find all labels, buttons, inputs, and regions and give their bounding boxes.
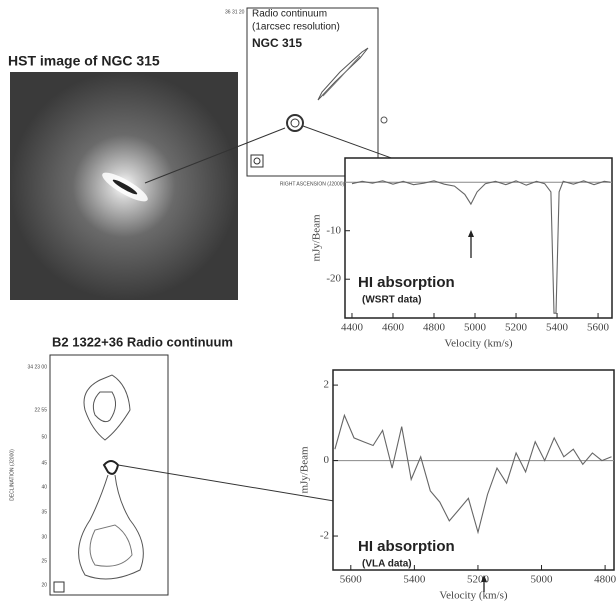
y-tick-label: -2: [320, 530, 329, 542]
annotation: (VLA data): [362, 559, 412, 570]
lobe-contour: [92, 391, 116, 423]
b2-ytick-label: 34 23 00: [28, 364, 48, 370]
b2-panel: [49, 354, 169, 596]
pointer-arrowhead: [481, 575, 487, 582]
x-axis-label: Velocity (km/s): [439, 590, 507, 601]
radio-caption: (1arcsec resolution): [252, 22, 340, 33]
b2-ytick-label: 20: [41, 582, 47, 588]
b2-ytick-label: 40: [41, 484, 47, 490]
connector-arrow: [117, 464, 359, 506]
b2-ytick-label: 22 55: [34, 407, 47, 413]
radio-ytick: 36 31 20: [225, 9, 245, 15]
spectrum-line: [334, 413, 612, 535]
contour: [317, 47, 369, 101]
b2-ytick-label: 30: [41, 534, 47, 540]
y-tick-label: 2: [324, 379, 330, 391]
core-contour: [290, 118, 300, 128]
contour: [380, 116, 388, 124]
b2-title: B2 1322+36 Radio continuum: [52, 334, 233, 349]
lobe-contour: [83, 374, 131, 441]
x-tick-label: 5600: [587, 322, 610, 334]
annotation: (WSRT data): [362, 295, 421, 306]
core-contour: [286, 114, 304, 132]
x-tick-label: 5000: [531, 574, 554, 586]
x-tick-label: 4800: [423, 322, 446, 334]
beam: [253, 157, 261, 165]
x-tick-label: 5400: [546, 322, 569, 334]
radio-xlabel: RIGHT ASCENSION (J2000): [280, 181, 345, 187]
b2-ticks: 34 23 00 22 55 50 45 40 35 30 25 20: [28, 364, 48, 588]
connector-arrow: [144, 127, 286, 184]
annotation: HI absorption: [358, 274, 455, 291]
x-tick-label: 4800: [594, 574, 616, 586]
hst-title: HST image of NGC 315: [8, 53, 160, 69]
contour: [322, 55, 361, 97]
core-contour: [102, 460, 120, 475]
spectrum-line: [351, 180, 611, 314]
pointer-arrowhead: [468, 230, 474, 237]
b2-ytick-label: 25: [41, 558, 47, 564]
annotation: HI absorption: [358, 538, 455, 555]
x-tick-label: 5200: [467, 574, 490, 586]
dust-lane: [112, 179, 138, 195]
radio-caption: Radio continuum: [252, 9, 327, 20]
y-tick-label: -10: [326, 224, 341, 236]
y-tick-label: 0: [324, 454, 330, 466]
charts: 4400 4600 4800 5000 5200 5400 5600-10-20Veloci…: [299, 157, 616, 601]
y-tick-label: -20: [326, 273, 341, 285]
beam-box: [250, 154, 264, 168]
beam-box: [53, 581, 65, 593]
lobe-contour: [89, 524, 133, 567]
radio-name: NGC 315: [252, 36, 302, 50]
plot-frame: [344, 157, 613, 319]
b2-ytick-label: 45: [41, 460, 47, 466]
y-axis-label: mJy/Beam: [299, 446, 311, 493]
lobe-contour: [78, 474, 144, 580]
plot-frame: [332, 369, 615, 571]
radio-panel: [246, 7, 379, 177]
b2-ytick-label: 50: [41, 434, 47, 440]
x-tick-label: 5000: [464, 322, 487, 334]
x-tick-label: 5600: [340, 574, 363, 586]
x-axis-label: Velocity (km/s): [444, 338, 512, 350]
x-tick-label: 4400: [341, 322, 364, 334]
x-tick-label: 4600: [382, 322, 405, 334]
b2-ytick-label: 35: [41, 509, 47, 515]
y-axis-label: mJy/Beam: [311, 214, 323, 261]
x-tick-label: 5400: [403, 574, 426, 586]
b2-ylabel: DECLINATION (J2000): [9, 449, 15, 501]
x-tick-label: 5200: [505, 322, 528, 334]
